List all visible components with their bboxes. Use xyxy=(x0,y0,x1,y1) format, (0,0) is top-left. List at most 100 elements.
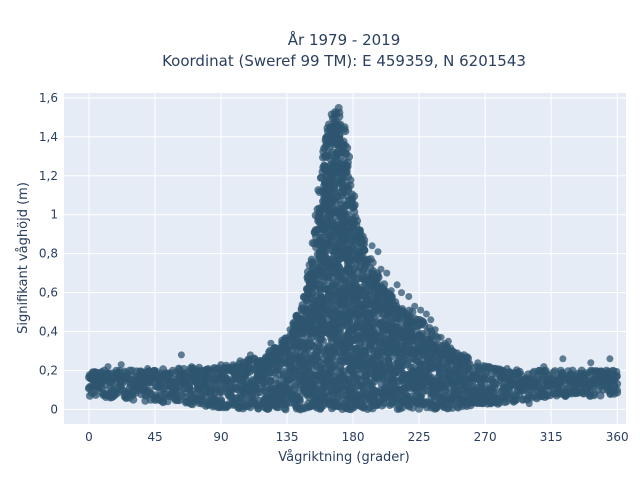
y-tick-label: 0 xyxy=(50,402,58,416)
y-tick-label: 0,8 xyxy=(39,247,58,261)
data-point xyxy=(336,329,345,338)
y-tick-label: 0,4 xyxy=(39,325,58,339)
data-point xyxy=(393,281,401,289)
data-point xyxy=(380,280,389,289)
data-point xyxy=(304,306,312,314)
data-point xyxy=(368,258,377,267)
x-tick-label: 90 xyxy=(213,430,228,444)
data-point xyxy=(129,395,138,404)
data-point xyxy=(312,226,320,234)
x-tick-label: 360 xyxy=(606,430,629,444)
data-point xyxy=(431,326,439,334)
data-point xyxy=(334,104,343,112)
data-point xyxy=(373,273,380,281)
x-tick-label: 225 xyxy=(408,430,431,444)
data-point xyxy=(368,242,376,250)
data-point xyxy=(335,112,344,121)
data-point xyxy=(417,306,425,314)
data-point xyxy=(408,308,417,317)
data-point xyxy=(345,317,354,326)
data-point xyxy=(254,357,262,365)
data-point xyxy=(340,125,348,134)
data-point xyxy=(503,365,511,372)
data-point xyxy=(361,236,369,244)
y-tick-label: 1,2 xyxy=(39,169,58,183)
data-point xyxy=(246,400,254,408)
data-point xyxy=(188,363,196,371)
data-point xyxy=(386,402,394,409)
x-axis-title: Vågriktning (grader) xyxy=(278,450,409,465)
data-point xyxy=(315,250,323,258)
data-point xyxy=(587,359,595,367)
data-point xyxy=(411,302,419,310)
scatter-points xyxy=(84,104,622,414)
data-point xyxy=(551,367,559,376)
data-point xyxy=(319,336,327,345)
data-point xyxy=(430,403,438,411)
data-point xyxy=(444,337,452,345)
data-point xyxy=(144,365,152,372)
x-tick-labels: 0 45 90 135 180 225 270 315 360 xyxy=(85,430,629,444)
data-point xyxy=(329,366,337,375)
x-tick-label: 0 xyxy=(85,430,93,444)
data-point xyxy=(613,379,622,388)
data-point xyxy=(246,351,254,359)
data-point xyxy=(236,357,244,365)
data-point xyxy=(387,287,395,295)
data-point xyxy=(346,181,355,190)
x-tick-label: 45 xyxy=(147,430,162,444)
data-point xyxy=(293,320,301,328)
data-point xyxy=(377,265,385,273)
data-point xyxy=(267,339,275,347)
data-point xyxy=(310,267,317,275)
data-point xyxy=(345,152,354,161)
data-point xyxy=(360,246,369,255)
data-point xyxy=(613,388,622,397)
data-point xyxy=(350,201,359,209)
data-point xyxy=(104,363,112,371)
x-tick-label: 180 xyxy=(342,430,365,444)
data-point xyxy=(177,351,185,359)
data-point xyxy=(91,390,100,399)
data-point xyxy=(467,398,474,406)
data-point xyxy=(295,398,304,406)
data-point xyxy=(557,369,566,378)
data-point xyxy=(343,210,352,219)
data-point xyxy=(286,326,294,334)
data-point xyxy=(444,345,452,353)
data-point xyxy=(282,337,290,345)
y-axis-title: Signifikant våghöjd (m) xyxy=(16,182,31,334)
y-tick-label: 0,6 xyxy=(39,286,58,300)
data-point xyxy=(427,316,435,324)
data-point xyxy=(398,289,405,297)
data-point xyxy=(437,333,445,341)
data-point xyxy=(318,285,326,293)
data-point xyxy=(117,361,125,369)
data-point xyxy=(439,341,447,349)
y-tick-labels: 0 0,2 0,4 0,6 0,8 1 1,2 1,4 1,6 xyxy=(39,91,58,417)
y-tick-label: 1,4 xyxy=(39,130,58,144)
data-point xyxy=(405,293,413,300)
data-point xyxy=(343,143,352,152)
x-tick-label: 315 xyxy=(540,430,563,444)
data-point xyxy=(281,405,290,414)
data-point xyxy=(350,192,359,201)
data-point xyxy=(453,349,461,357)
data-point xyxy=(290,331,298,339)
data-point xyxy=(612,372,621,381)
data-point xyxy=(374,248,382,256)
chart-title: År 1979 - 2019 xyxy=(288,30,401,49)
data-point xyxy=(525,400,533,408)
data-point xyxy=(217,361,225,369)
y-tick-label: 1,6 xyxy=(39,91,58,105)
data-point xyxy=(474,359,482,367)
data-point xyxy=(606,355,614,363)
data-point xyxy=(420,318,427,326)
data-point xyxy=(277,343,285,351)
x-tick-label: 270 xyxy=(474,430,497,444)
y-tick-label: 0,2 xyxy=(39,363,58,377)
data-point xyxy=(315,298,323,306)
data-point xyxy=(559,355,567,363)
chart-subtitle: Koordinat (Sweref 99 TM): E 459359, N 62… xyxy=(162,52,526,70)
